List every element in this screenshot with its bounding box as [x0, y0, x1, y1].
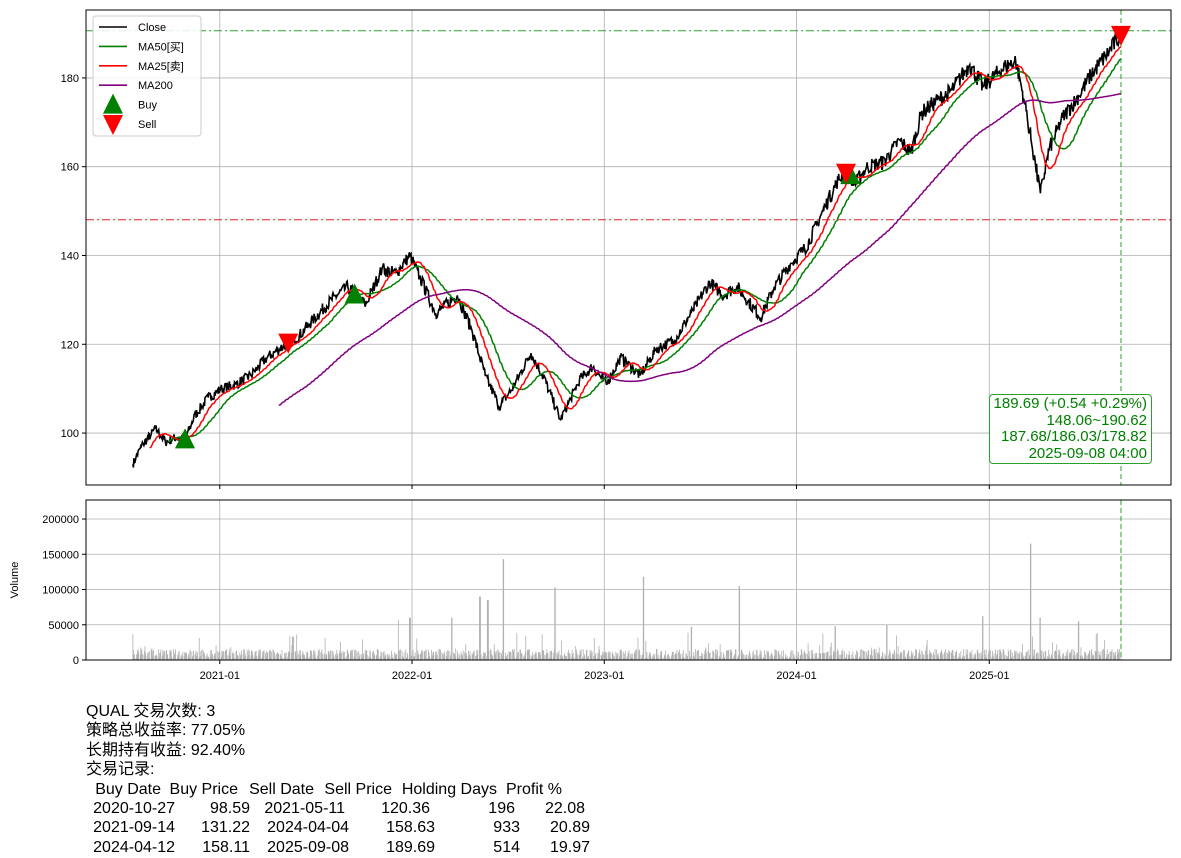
legend-buy-icon [103, 93, 123, 114]
buy-marker [344, 283, 365, 304]
sell-marker [836, 163, 857, 184]
legend-label: MA50[买] [138, 40, 184, 53]
hold-return: 长期持有收益: 92.40% [86, 741, 246, 759]
table-cell: 158.63 [386, 819, 435, 837]
x-tick-label: 2023-01 [584, 670, 624, 682]
table-cell: 2024-04-04 [267, 819, 349, 837]
table-row: 2020-10-27 98.59 2021-05-11 120.36 196 22.08 [86, 799, 585, 818]
table-cell: 189.69 [386, 838, 435, 856]
annotation-line-mas: 187.68/186.03/178.82 [1001, 428, 1147, 445]
y-tick-label: 120 [61, 339, 79, 351]
table-cell: 933 [493, 819, 520, 837]
annotation-line-range: 148.06~190.62 [1046, 411, 1147, 429]
price-volume-chart: 2021-01 2022-01 2023-01 2024-01 2025-01 100 12… [9, 9, 1172, 682]
table-cell: 2021-05-11 [264, 800, 345, 818]
trade-summary: QUAL 交易次数: 3 策略总收益率: 77.05% 长期持有收益: 92.4… [86, 702, 590, 857]
ma25-line [149, 46, 1122, 449]
x-tick-label: 2024-01 [776, 670, 816, 682]
records-label: 交易记录: [86, 761, 155, 779]
price-axes-frame [85, 9, 1172, 486]
volume-tick-label: 50000 [48, 620, 79, 632]
volume-tick-label: 0 [73, 655, 79, 667]
table-header-cell: Sell Date [249, 780, 314, 798]
y-tick-label: 140 [61, 250, 79, 262]
sell-marker [1110, 25, 1131, 46]
table-cell: 514 [493, 838, 520, 856]
close-line [132, 32, 1122, 468]
volume-axis-label: Volume [9, 562, 21, 599]
y-tick-label: 100 [61, 428, 79, 440]
ma50-line [168, 58, 1122, 443]
table-cell: 131.22 [201, 819, 250, 837]
x-tick-label: 2021-01 [200, 670, 240, 682]
table-cell: 19.97 [549, 838, 590, 856]
legend-label: MA200 [138, 80, 173, 92]
table-cell: 2021-09-14 [93, 819, 175, 837]
table-header-cell: Holding Days [401, 780, 497, 798]
table-cell: 2025-09-08 [267, 838, 349, 856]
volume-tick-label: 150000 [42, 549, 79, 561]
table-header-cell: Profit % [505, 780, 562, 798]
table-cell: 98.59 [209, 800, 250, 818]
legend-label: Sell [138, 119, 156, 131]
legend-label: MA25[卖] [138, 60, 184, 73]
legend-sell-icon [103, 115, 123, 135]
strategy-return: 策略总收益率: 77.05% [86, 722, 246, 740]
annotation-line-date: 2025-09-08 04:00 [1028, 444, 1147, 462]
ma200-line [278, 92, 1122, 407]
volume-tick-label: 200000 [42, 514, 79, 526]
table-row: 2024-04-12 158.11 2025-09-08 189.69 514 19.97 [86, 838, 590, 857]
last-price-annotation: 189.69 (+0.54 +0.29%) 148.06~190.62 187.… [988, 394, 1152, 464]
table-cell: 20.89 [549, 819, 590, 837]
table-header-cell: Buy Price [169, 780, 238, 798]
table-cell: 120.36 [381, 800, 430, 818]
legend: Close MA50[买] MA25[卖] MA200 Buy Sell [92, 15, 202, 137]
summary-title: QUAL 交易次数: 3 [86, 703, 216, 720]
buy-marker [175, 428, 196, 449]
trade-table: 2020-10-27 98.59 2021-05-11 120.36 196 22.08 2… [86, 799, 590, 857]
table-header-cell: Buy Date [95, 780, 161, 798]
volume-axes-frame [85, 499, 1172, 661]
sell-marker [278, 333, 299, 354]
y-tick-label: 180 [61, 73, 79, 85]
table-cell: 2024-04-12 [93, 838, 175, 856]
volume-tick-label: 100000 [42, 585, 79, 597]
legend-label: Close [138, 22, 166, 34]
y-tick-label: 160 [61, 162, 79, 174]
x-tick-label: 2022-01 [392, 670, 432, 682]
table-row: 2021-09-14 131.22 2024-04-04 158.63 933 20.89 [86, 818, 590, 837]
annotation-line-price: 189.69 (+0.54 +0.29%) [993, 395, 1147, 412]
x-tick-label: 2025-01 [969, 670, 1009, 682]
table-cell: 22.08 [544, 800, 585, 818]
legend-label: Buy [138, 100, 157, 112]
table-cell: 158.11 [202, 838, 250, 856]
table-cell: 2020-10-27 [93, 800, 175, 818]
table-header-cell: Sell Price [324, 780, 392, 798]
table-cell: 196 [488, 800, 515, 818]
trade-table-header: Buy Date Buy Price Sell Date Sell Price Hold… [86, 780, 562, 799]
